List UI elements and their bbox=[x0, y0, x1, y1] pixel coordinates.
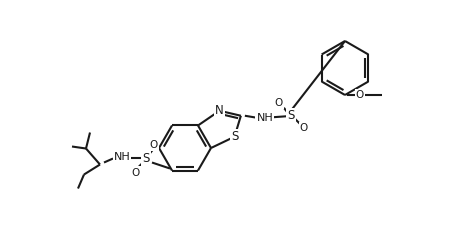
Text: O: O bbox=[150, 140, 158, 150]
Text: O: O bbox=[355, 90, 364, 100]
Text: O: O bbox=[299, 123, 307, 133]
Text: S: S bbox=[230, 130, 238, 143]
Text: NH: NH bbox=[256, 113, 273, 123]
Text: O: O bbox=[274, 98, 283, 108]
Text: S: S bbox=[142, 152, 149, 165]
Text: N: N bbox=[215, 104, 223, 117]
Text: O: O bbox=[131, 168, 140, 178]
Text: S: S bbox=[287, 109, 294, 122]
Text: NH: NH bbox=[113, 151, 130, 162]
